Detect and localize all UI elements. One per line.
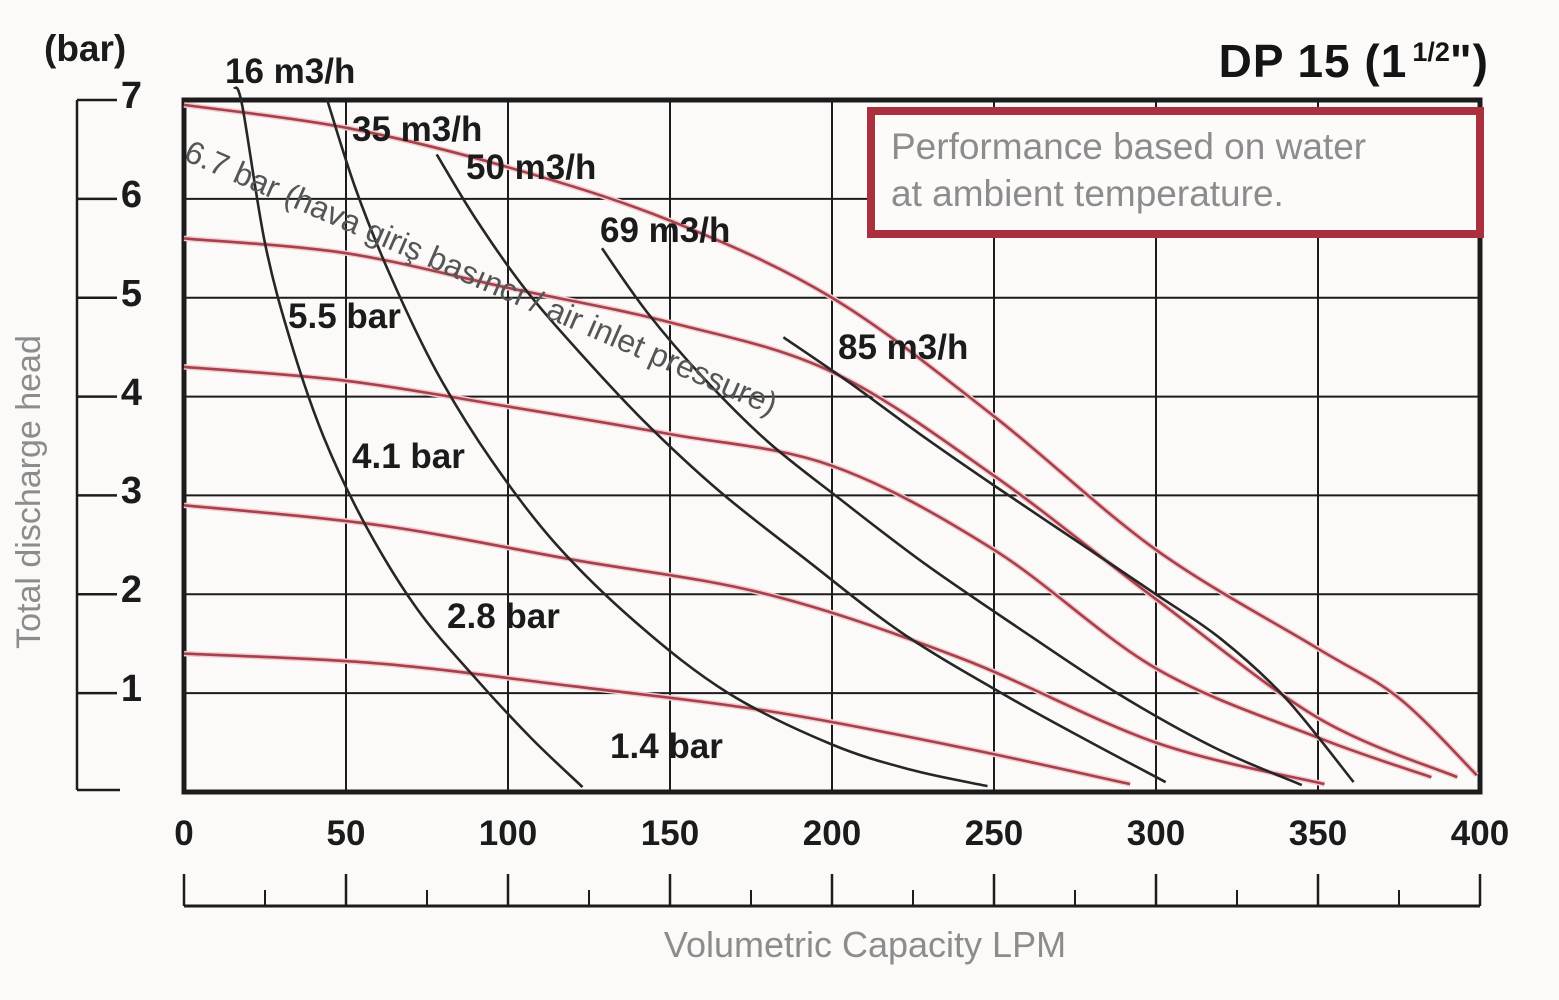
x-tick-label: 100 xyxy=(478,814,538,853)
x-tick-label: 400 xyxy=(1450,814,1510,853)
curve-35-m3-h xyxy=(325,97,988,788)
y-tick-label: 1 xyxy=(120,668,142,711)
y-tick-label: 7 xyxy=(120,75,142,117)
curve-16-m3-h xyxy=(233,86,584,789)
x-tick-label: 0 xyxy=(174,814,194,853)
x-tick-label: 50 xyxy=(326,814,366,853)
chart-title-suffix: ") xyxy=(1449,35,1489,87)
curve-2.8-bar xyxy=(183,504,1325,786)
performance-note-box: Performance based on water at ambient te… xyxy=(867,107,1484,238)
x-axis-title: Volumetric Capacity LPM xyxy=(663,924,1067,965)
x-tick-label: 150 xyxy=(640,814,700,853)
curve-label: 50 m3/h xyxy=(466,148,597,187)
y-axis-unit-label: (bar) xyxy=(44,28,127,69)
plot-border xyxy=(181,97,1483,795)
curve-6.7-bar xyxy=(183,103,1478,777)
y-tick-label: 2 xyxy=(120,569,142,612)
note-line-2: at ambient temperature. xyxy=(891,173,1284,214)
curve-label: 5.5 bar xyxy=(288,297,401,336)
curve-label: 1.4 bar xyxy=(610,727,723,766)
x-tick-label: 300 xyxy=(1126,814,1186,853)
curve-label: 2.8 bar xyxy=(447,597,560,636)
chart-title: DP 15 (1 1/2") xyxy=(1219,34,1489,88)
y-tick-label: 3 xyxy=(120,470,142,513)
curve-4.1-bar xyxy=(183,365,1432,779)
y-axis-title: Total discharge head xyxy=(10,335,48,649)
chart-title-main: DP 15 (1 xyxy=(1218,35,1408,87)
curve-1.4-bar xyxy=(183,652,1131,786)
x-tick-label: 250 xyxy=(964,814,1024,853)
note-line-1: Performance based on water xyxy=(891,126,1367,167)
curve-85-m3-h xyxy=(782,336,1355,783)
curve-label: 35 m3/h xyxy=(352,110,483,149)
y-tick-label: 5 xyxy=(120,272,142,315)
x-tick-label: 200 xyxy=(802,814,862,853)
curve-label: 85 m3/h xyxy=(838,328,969,367)
y-tick-label: 4 xyxy=(120,371,142,414)
curve-label: 69 m3/h xyxy=(600,211,731,250)
curve-50-m3-h xyxy=(435,153,1167,784)
curve-label: 4.1 bar xyxy=(352,437,465,476)
curve-69-m3-h xyxy=(600,247,1303,787)
curve-label: 16 m3/h xyxy=(225,52,356,91)
chart-title-fraction: 1/2 xyxy=(1412,37,1450,67)
y-tick-label: 6 xyxy=(120,173,142,216)
x-tick-label: 350 xyxy=(1288,814,1348,853)
